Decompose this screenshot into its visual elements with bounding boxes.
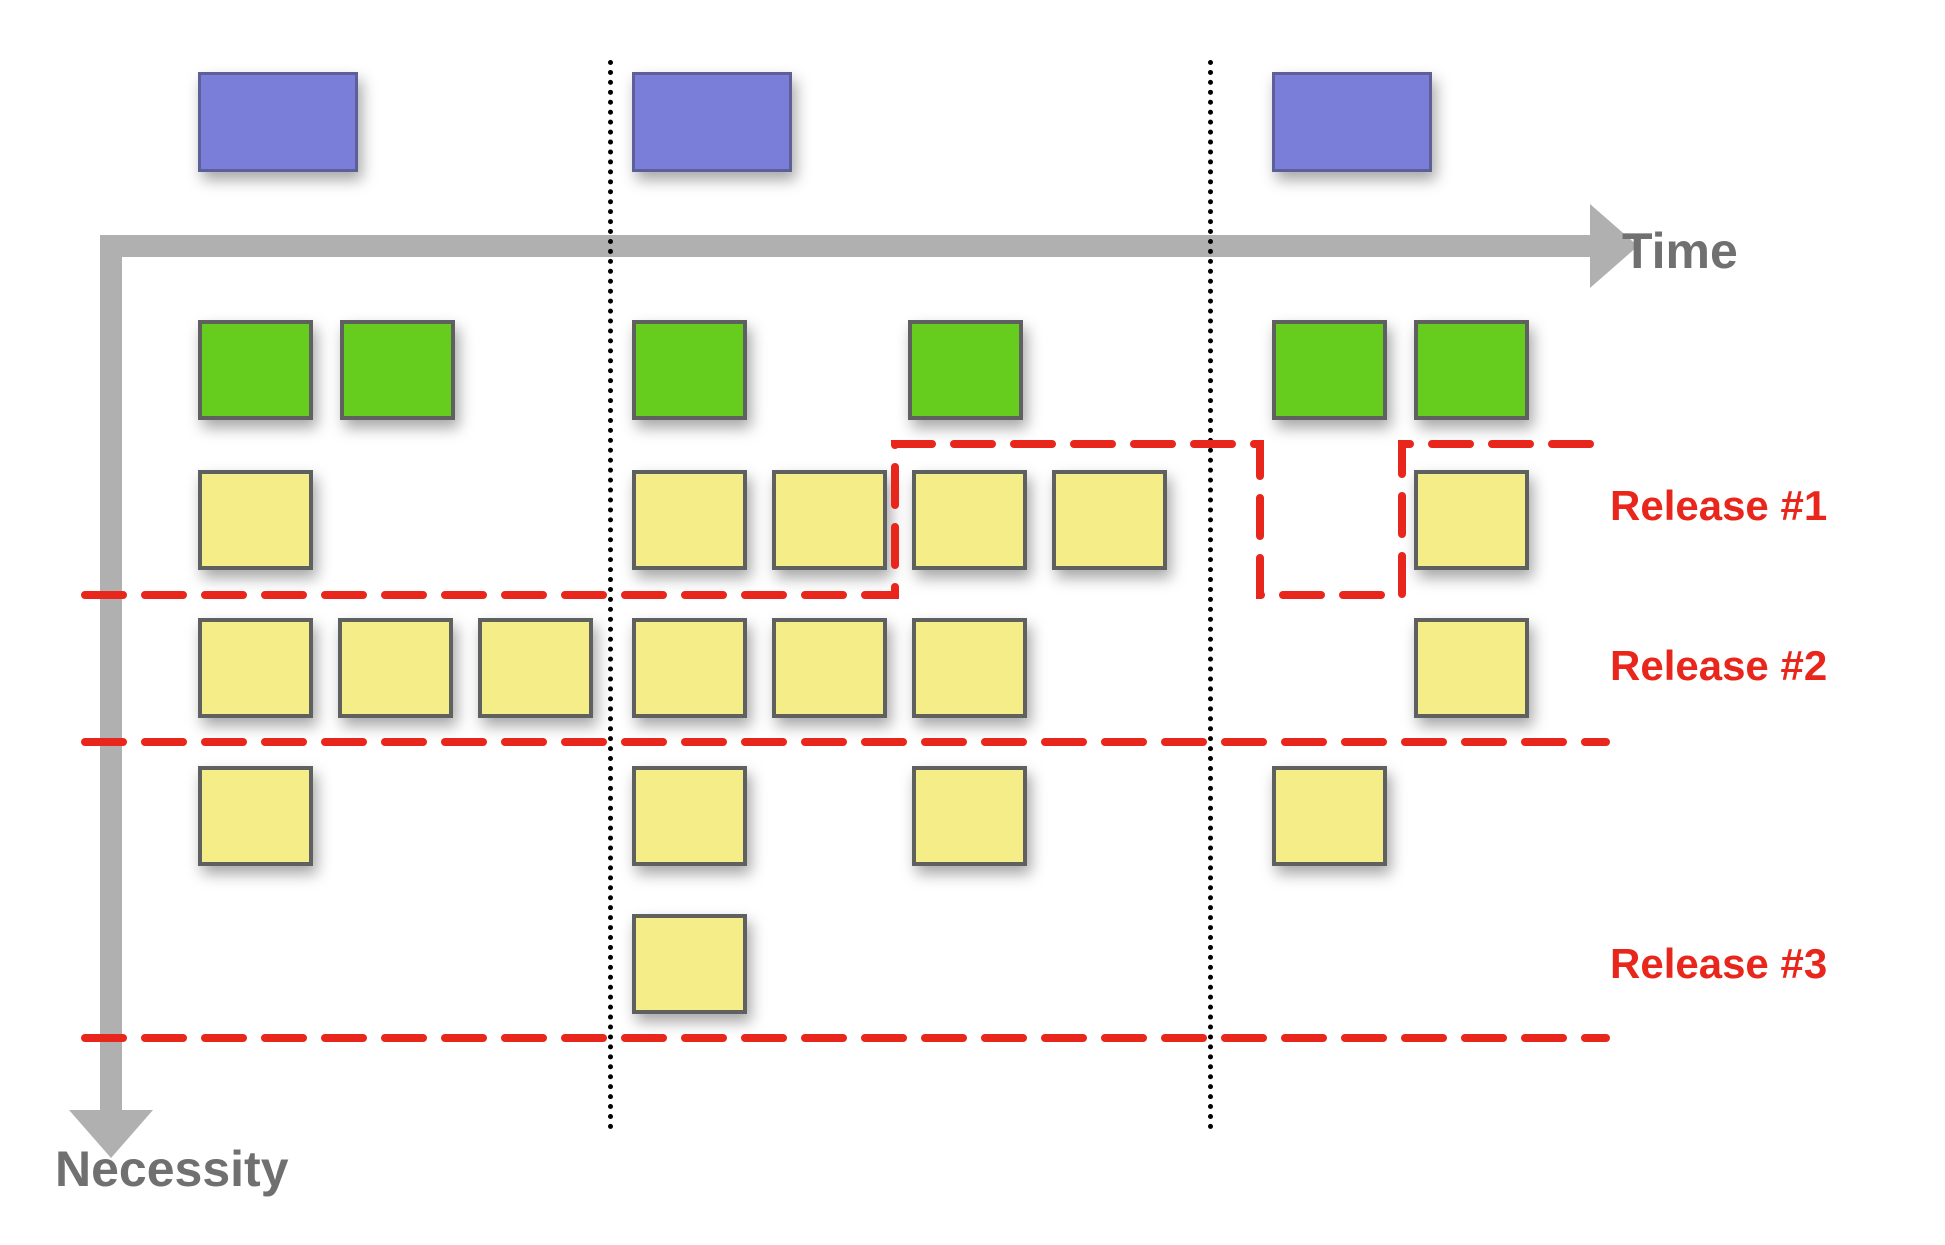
feature-card-6 [1414, 320, 1529, 420]
x-axis-line [100, 235, 1590, 257]
diagram-canvas: Time Necessity Release #1 Release #2 Release… [0, 0, 1945, 1245]
release-label-3: Release #3 [1610, 940, 1827, 988]
story-card-14 [198, 766, 313, 866]
feature-card-3 [632, 320, 747, 420]
story-card-18 [632, 914, 747, 1014]
story-card-9 [478, 618, 593, 718]
story-card-8 [338, 618, 453, 718]
story-card-15 [632, 766, 747, 866]
section-divider-1 [608, 60, 613, 1130]
y-axis-line [100, 235, 122, 1110]
release-label-2: Release #2 [1610, 642, 1827, 690]
story-card-3 [772, 470, 887, 570]
feature-card-5 [1272, 320, 1387, 420]
feature-card-1 [198, 320, 313, 420]
epic-card-1 [198, 72, 358, 172]
story-card-13 [1414, 618, 1529, 718]
story-card-11 [772, 618, 887, 718]
epic-card-2 [632, 72, 792, 172]
x-axis-label: Time [1622, 222, 1738, 280]
story-card-1 [198, 470, 313, 570]
release-label-1: Release #1 [1610, 482, 1827, 530]
story-card-6 [1414, 470, 1529, 570]
section-divider-2 [1208, 60, 1213, 1130]
story-card-10 [632, 618, 747, 718]
story-card-4 [912, 470, 1027, 570]
story-card-16 [912, 766, 1027, 866]
story-card-5 [1052, 470, 1167, 570]
story-card-2 [632, 470, 747, 570]
story-card-17 [1272, 766, 1387, 866]
epic-card-3 [1272, 72, 1432, 172]
story-card-7 [198, 618, 313, 718]
feature-card-4 [908, 320, 1023, 420]
y-axis-label: Necessity [55, 1140, 289, 1198]
feature-card-2 [340, 320, 455, 420]
story-card-12 [912, 618, 1027, 718]
